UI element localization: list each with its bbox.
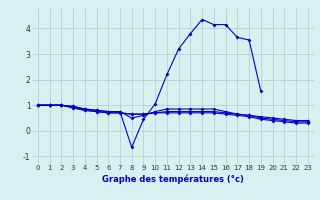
X-axis label: Graphe des températures (°c): Graphe des températures (°c) (102, 174, 244, 184)
